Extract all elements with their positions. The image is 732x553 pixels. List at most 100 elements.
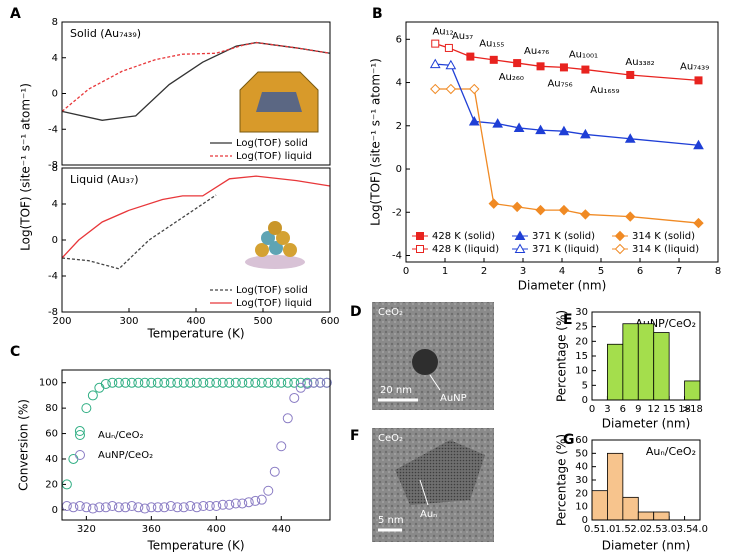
plot-frame <box>591 311 701 401</box>
legend-label: AuNP/CeO₂ <box>98 450 153 461</box>
y-tick-label: 60 <box>45 429 58 440</box>
x-tick-label: 8 <box>715 266 721 277</box>
marker <box>94 382 105 393</box>
x-tick-label: 9 <box>635 404 641 415</box>
x-tick-label: 0 <box>589 404 595 415</box>
particle-label: Auₙ <box>420 509 437 520</box>
y-tick-label: 8 <box>52 17 58 28</box>
y-tick-label: -4 <box>48 124 58 135</box>
bar <box>622 323 639 401</box>
marker <box>614 230 626 242</box>
annotation: Au₄₇₆ <box>524 46 549 57</box>
y-tick-label: 5 <box>582 380 588 391</box>
marker <box>107 377 118 388</box>
marker <box>146 502 157 513</box>
connector <box>450 64 475 122</box>
series-line <box>61 175 331 259</box>
y-tick-label: 30 <box>575 307 588 318</box>
marker <box>282 413 293 424</box>
x-tick-label: 7 <box>676 266 682 277</box>
y-tick-label: 30 <box>575 475 588 486</box>
marker <box>445 59 457 70</box>
marker <box>81 403 92 414</box>
chart-title: Solid (Au₇₄₃₉) <box>70 27 141 40</box>
marker <box>133 502 144 513</box>
marker <box>87 503 98 514</box>
marker <box>68 453 79 464</box>
x-tick-label: 500 <box>253 316 272 327</box>
panel-letter: C <box>10 344 20 360</box>
bar <box>637 511 655 521</box>
y-tick-label: 4 <box>396 78 402 89</box>
y-tick-label: 80 <box>45 403 58 414</box>
marker <box>513 122 525 132</box>
marker <box>120 502 131 513</box>
marker <box>159 377 170 388</box>
marker <box>146 377 157 388</box>
marker <box>204 501 215 512</box>
x-tick-label: 400 <box>207 524 226 535</box>
annotation: Au₁₆₅₉ <box>590 85 619 96</box>
x-tick-label: 4 <box>559 266 565 277</box>
marker <box>626 70 635 79</box>
marker <box>165 501 176 512</box>
marker <box>75 450 85 460</box>
material-label: CeO₂ <box>378 307 403 318</box>
y-tick-label: 15 <box>575 351 588 362</box>
plot-frame <box>405 21 719 263</box>
marker <box>126 501 137 512</box>
marker <box>217 499 228 510</box>
marker <box>126 377 137 388</box>
marker <box>289 392 300 403</box>
marker <box>159 502 170 513</box>
y-tick-label: 20 <box>45 479 58 490</box>
x-axis-label: Diameter (nm) <box>602 417 691 431</box>
y-axis-label: Log(TOF) (site⁻¹ s⁻¹ atom⁻¹) <box>19 83 33 251</box>
x-tick-label: 600 <box>320 316 339 327</box>
marker <box>139 503 150 514</box>
marker <box>535 124 546 135</box>
marker <box>289 377 300 388</box>
marker <box>250 495 261 506</box>
marker <box>535 204 546 216</box>
marker <box>113 502 124 513</box>
marker <box>237 377 248 388</box>
x-tick-label: 2.5 <box>646 524 662 535</box>
x-tick-label: 440 <box>272 524 291 535</box>
marker <box>152 502 163 513</box>
nanoparticle <box>412 349 438 375</box>
marker <box>198 501 209 512</box>
plot-frame <box>61 167 331 313</box>
marker <box>191 377 202 388</box>
scale-label: 5 nm <box>378 515 404 526</box>
bar <box>637 323 655 401</box>
marker <box>230 377 241 388</box>
x-tick-label: 3 <box>604 404 610 415</box>
legend-label: Log(TOF) solid <box>236 138 308 149</box>
annotation: Au₃₃₈₂ <box>625 57 654 68</box>
marker <box>468 115 480 126</box>
marker <box>416 245 424 253</box>
y-tick-label: 0 <box>396 164 402 175</box>
marker <box>74 501 85 512</box>
legend-label: Log(TOF) liquid <box>236 151 312 162</box>
marker <box>581 65 590 74</box>
marker <box>81 502 92 513</box>
y-tick-label: 0 <box>52 89 58 100</box>
x-tick-label: 300 <box>119 316 138 327</box>
legend-label: Auₙ/CeO₂ <box>98 430 144 441</box>
annotation: Au₇₅₆ <box>547 79 572 90</box>
marker <box>513 59 522 68</box>
x-tick-label: 1.5 <box>615 524 631 535</box>
plot-frame <box>61 369 331 521</box>
x-tick-label: 1.0 <box>599 524 615 535</box>
legend-label: Log(TOF) liquid <box>236 298 312 309</box>
marker <box>263 377 274 388</box>
x-tick-label: 5 <box>598 266 604 277</box>
x-tick-label: 360 <box>142 524 161 535</box>
marker <box>693 217 704 229</box>
y-axis-label: Conversion (%) <box>17 399 31 491</box>
x-tick-label: 0.5 <box>584 524 600 535</box>
x-tick-label: 6 <box>637 266 643 277</box>
